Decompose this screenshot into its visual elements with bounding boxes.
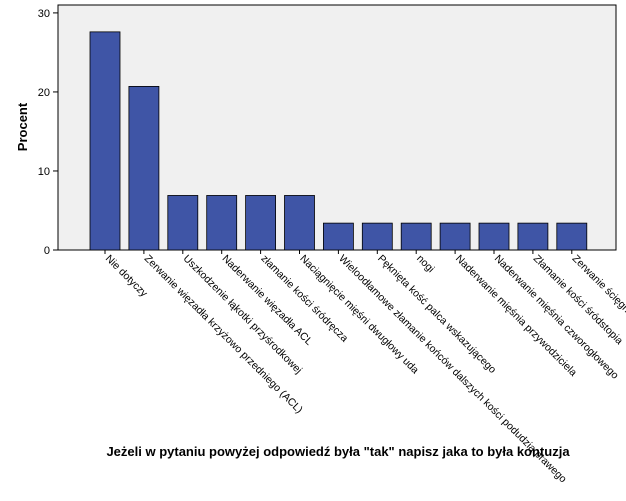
y-tick-label: 20 xyxy=(38,87,50,99)
bar xyxy=(439,222,471,251)
bar xyxy=(400,222,432,251)
bar xyxy=(167,195,199,251)
bar xyxy=(517,222,549,251)
bar xyxy=(478,222,510,251)
bar xyxy=(206,195,238,251)
bar xyxy=(245,195,277,251)
category-label: Zerwanie ścięgno xyxy=(570,253,626,320)
bar xyxy=(128,86,160,251)
y-axis: 0 10 20 30 xyxy=(38,8,58,257)
x-axis-title: Jeżeli w pytaniu powyżej odpowiedź była … xyxy=(106,444,570,459)
bar xyxy=(89,31,121,251)
y-tick-label: 0 xyxy=(44,245,50,257)
bar xyxy=(556,222,588,251)
bar xyxy=(361,222,393,251)
y-axis-title: Procent xyxy=(15,102,30,151)
bar xyxy=(284,195,315,251)
y-tick-label: 30 xyxy=(38,8,50,20)
bar xyxy=(322,222,354,251)
y-tick-label: 10 xyxy=(38,166,50,178)
category-label: nogi xyxy=(414,253,437,276)
